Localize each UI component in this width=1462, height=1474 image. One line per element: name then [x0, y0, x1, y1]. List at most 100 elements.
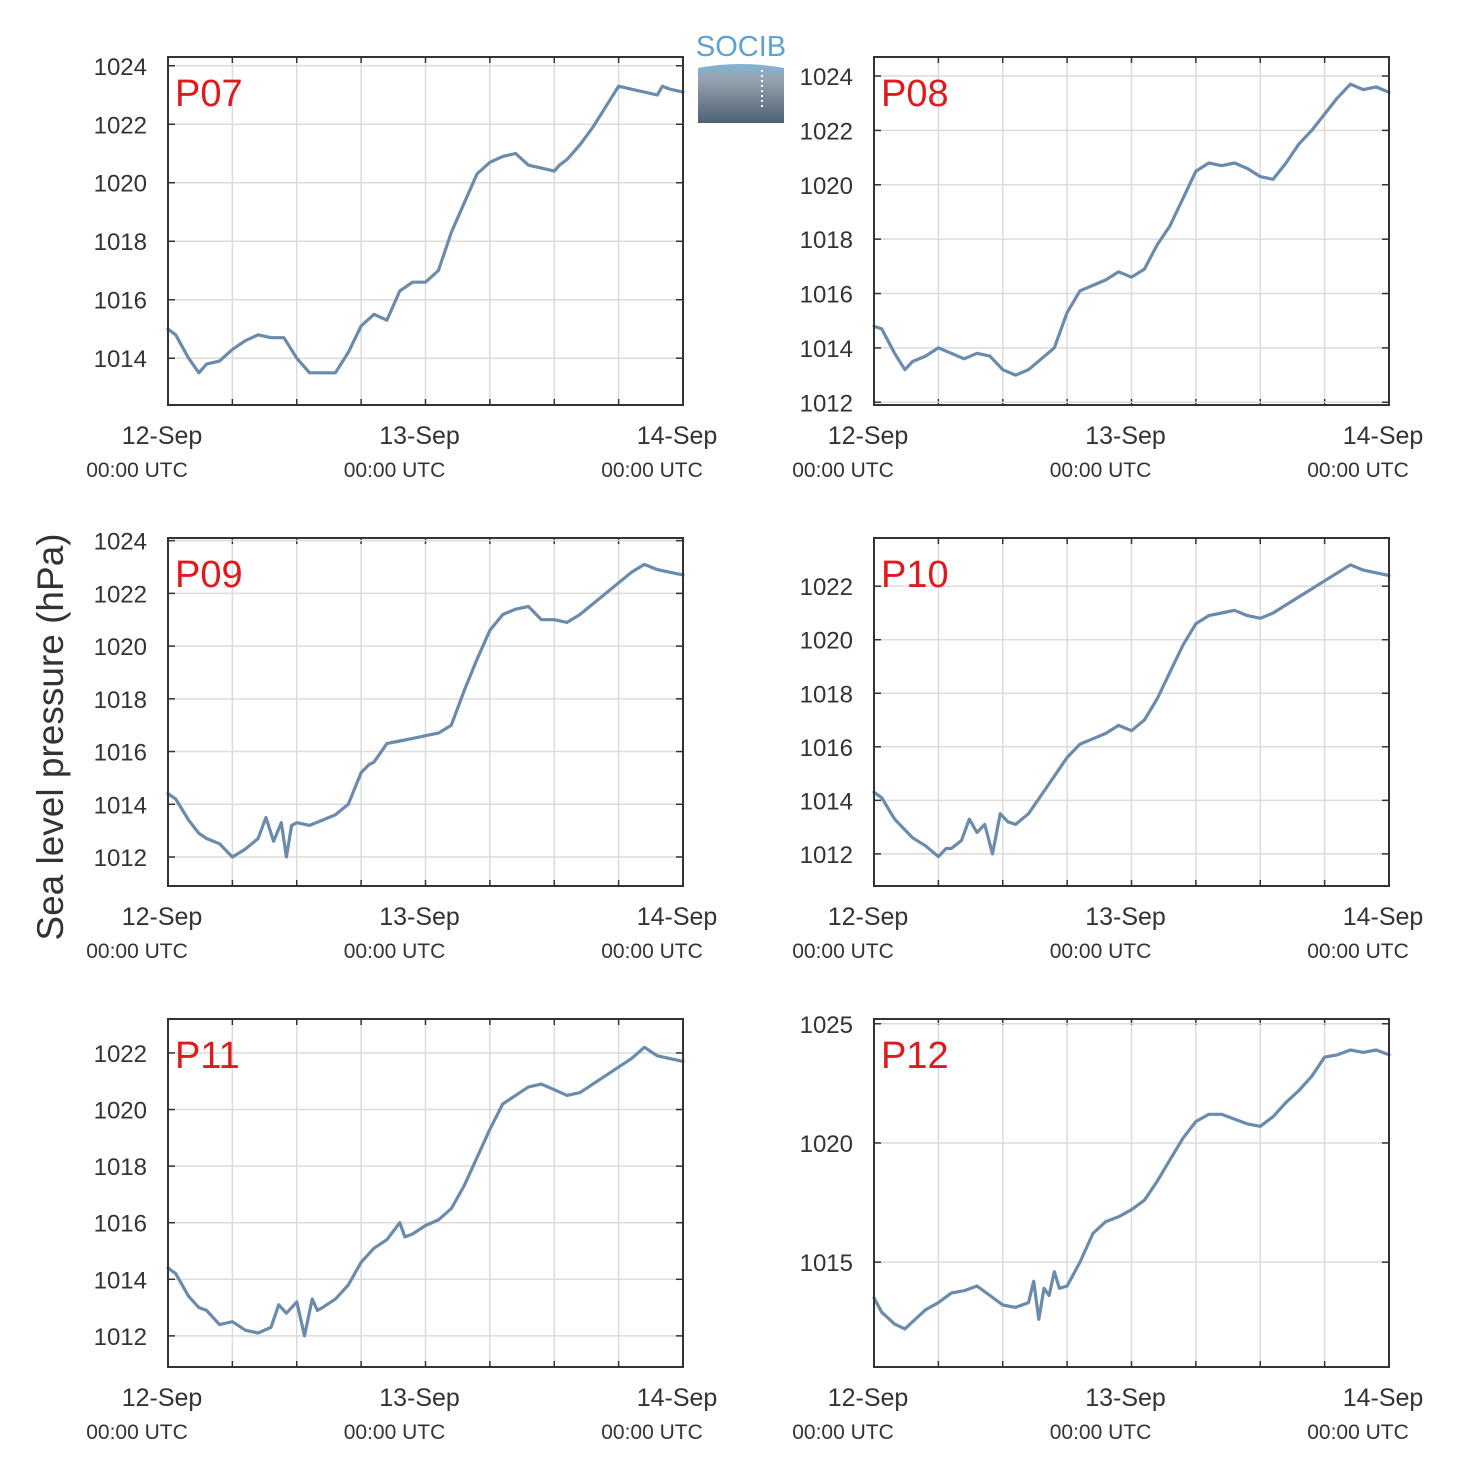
plot-frame — [167, 56, 684, 406]
x-tick-label-date: 12-Sep — [828, 1384, 909, 1412]
y-tick-label: 1020 — [94, 634, 147, 661]
logo-text: SOCIB — [696, 31, 786, 63]
y-axis-label: Sea level pressure (hPa) — [30, 533, 71, 941]
x-tick-label-date: 12-Sep — [122, 1384, 203, 1412]
y-tick-label: 1020 — [800, 173, 853, 200]
series-line-p09 — [166, 562, 685, 859]
chart-panel-p07: 1014 1016 1018 1020 1022 1024 P07 12-Sep 00:00 U… — [86, 54, 717, 482]
y-tick-label: 1016 — [94, 740, 147, 767]
logo-wave-block — [698, 64, 784, 123]
x-tick-label-time: 00:00 UTC — [344, 940, 446, 963]
y-tick-label: 1020 — [800, 1131, 853, 1158]
y-tick-label: 1020 — [800, 628, 853, 655]
y-tick-label: 1012 — [800, 390, 853, 417]
x-tick-label-time: 00:00 UTC — [86, 1421, 188, 1444]
series-line-p12 — [872, 1048, 1391, 1331]
y-tick-label: 1016 — [94, 1211, 147, 1238]
x-tick-label-date: 13-Sep — [379, 1384, 460, 1412]
plot-frame — [167, 1018, 684, 1368]
chart-panel-p09: 1012 1014 1016 1018 1020 1022 1024 P09 12-Sep 00:… — [86, 529, 717, 963]
y-tick-label: 1018 — [94, 1154, 147, 1181]
series-line-p11 — [166, 1045, 685, 1338]
panel-label: P08 — [881, 73, 949, 115]
x-tick-label-date: 13-Sep — [1085, 1384, 1166, 1412]
y-tick-label: 1022 — [94, 581, 147, 608]
chart-panel-p11: 1012 1014 1016 1018 1020 1022 P11 12-Sep 00:00 U… — [86, 1018, 718, 1444]
y-tick-label: 1018 — [94, 229, 147, 256]
x-tick-label-time: 00:00 UTC — [1050, 940, 1152, 963]
panel-label: P10 — [881, 554, 949, 596]
series-line-p10 — [872, 563, 1391, 859]
x-tick-label-date: 12-Sep — [828, 422, 909, 450]
x-tick-label-time: 00:00 UTC — [1050, 1421, 1152, 1444]
x-tick-label-date: 13-Sep — [379, 422, 460, 450]
x-tick-label-date: 13-Sep — [1085, 903, 1166, 931]
chart-panel-p08: 1012 1014 1016 1018 1020 1022 1024 P08 12-Sep 00:… — [792, 56, 1424, 482]
chart-panels: 1014 1016 1018 1020 1022 1024 P07 12-Sep 00:00 U… — [86, 54, 1423, 1444]
x-tick-label-date: 14-Sep — [637, 903, 718, 931]
y-tick-label: 1022 — [94, 1041, 147, 1068]
y-tick-label: 1016 — [800, 282, 853, 309]
x-tick-label-date: 14-Sep — [1343, 903, 1424, 931]
plot-frame — [873, 537, 1390, 887]
y-tick-label: 1024 — [800, 64, 853, 91]
x-tick-label-time: 00:00 UTC — [601, 940, 703, 963]
x-tick-label-time: 00:00 UTC — [601, 459, 703, 482]
x-tick-label-date: 12-Sep — [828, 903, 909, 931]
y-tick-label: 1020 — [94, 1098, 147, 1125]
y-tick-label: 1022 — [800, 574, 853, 601]
y-tick-label: 1016 — [94, 288, 147, 315]
y-tick-label: 1020 — [94, 171, 147, 198]
x-tick-label-date: 12-Sep — [122, 903, 203, 931]
x-tick-label-date: 14-Sep — [637, 422, 718, 450]
x-tick-label-time: 00:00 UTC — [1307, 940, 1409, 963]
plot-frame — [873, 56, 1390, 406]
x-tick-label-time: 00:00 UTC — [344, 459, 446, 482]
series-line-p07 — [166, 84, 685, 375]
x-tick-label-time: 00:00 UTC — [344, 1421, 446, 1444]
panel-label: P09 — [175, 554, 243, 596]
y-tick-label: 1014 — [94, 346, 147, 373]
panel-label: P07 — [175, 73, 243, 115]
x-tick-label-time: 00:00 UTC — [792, 940, 894, 963]
y-tick-label: 1014 — [94, 1267, 147, 1294]
x-tick-label-time: 00:00 UTC — [1307, 459, 1409, 482]
x-tick-label-time: 00:00 UTC — [86, 940, 188, 963]
x-tick-label-date: 14-Sep — [637, 1384, 718, 1412]
x-tick-label-time: 00:00 UTC — [1307, 1421, 1409, 1444]
x-tick-label-date: 14-Sep — [1343, 422, 1424, 450]
panel-label: P12 — [881, 1035, 949, 1077]
x-tick-label-date: 12-Sep — [122, 422, 203, 450]
y-tick-label: 1025 — [800, 1012, 853, 1039]
chart-panel-p10: 1012 1014 1016 1018 1020 1022 P10 12-Sep 00:00 U… — [792, 537, 1424, 963]
x-tick-label-date: 13-Sep — [379, 903, 460, 931]
socib-logo: SOCIB — [696, 31, 786, 123]
y-tick-label: 1012 — [800, 842, 853, 869]
y-tick-label: 1018 — [800, 681, 853, 708]
series-line-p08 — [872, 82, 1391, 377]
y-tick-label: 1012 — [94, 845, 147, 872]
x-tick-label-date: 13-Sep — [1085, 422, 1166, 450]
x-tick-label-time: 00:00 UTC — [601, 1421, 703, 1444]
y-tick-label: 1018 — [94, 687, 147, 714]
panel-label: P11 — [175, 1035, 240, 1077]
plot-frame — [873, 1018, 1390, 1368]
y-tick-label: 1024 — [94, 529, 147, 556]
y-tick-label: 1022 — [94, 112, 147, 139]
y-tick-label: 1024 — [94, 54, 147, 81]
x-tick-label-time: 00:00 UTC — [792, 459, 894, 482]
y-tick-label: 1022 — [800, 118, 853, 145]
y-tick-label: 1014 — [800, 336, 853, 363]
x-tick-label-time: 00:00 UTC — [1050, 459, 1152, 482]
y-tick-label: 1014 — [94, 792, 147, 819]
y-tick-label: 1018 — [800, 227, 853, 254]
y-tick-label: 1012 — [94, 1324, 147, 1351]
y-tick-label: 1014 — [800, 788, 853, 815]
plot-frame — [167, 537, 684, 887]
chart-panel-p12: 1015 1020 1025 P12 12-Sep 00:00 UTC 13-Sep 00:0… — [792, 1012, 1423, 1444]
x-tick-label-time: 00:00 UTC — [86, 459, 188, 482]
y-tick-label: 1015 — [800, 1250, 853, 1277]
y-tick-label: 1016 — [800, 735, 853, 762]
x-tick-label-date: 14-Sep — [1343, 1384, 1424, 1412]
